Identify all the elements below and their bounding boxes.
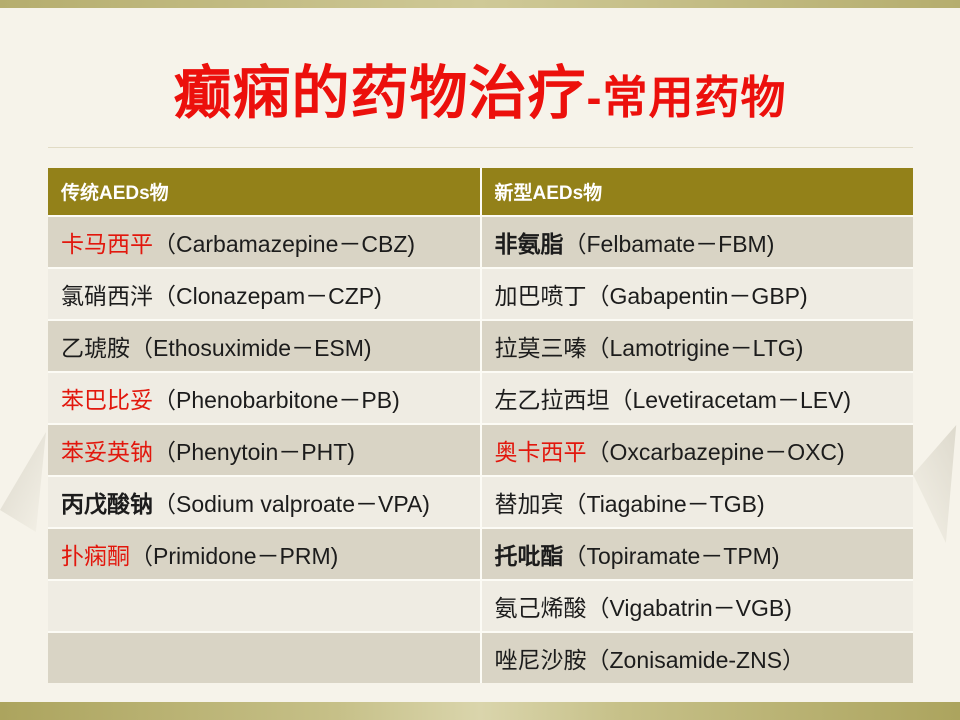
drug-name-en: （Vigabatrin－VGB) xyxy=(586,595,792,621)
table-cell: 拉莫三嗪 （Lamotrigine－LTG) xyxy=(481,321,913,371)
table-cell-empty xyxy=(48,633,480,683)
drug-name-cn: 非氨脂 xyxy=(494,231,564,257)
drug-name-en: （Phenobarbitone－PB) xyxy=(153,387,400,413)
table-cell: 乙琥胺 （Ethosuximide－ESM) xyxy=(48,321,480,371)
drug-name-en: （Oxcarbazepine－OXC) xyxy=(586,439,845,465)
drug-name-cn: 唑尼沙胺 xyxy=(494,647,587,673)
drug-name-en: （Levetiracetam－LEV) xyxy=(609,387,852,413)
drug-name-cn: 乙琥胺 xyxy=(61,335,130,361)
table-cell: 非氨脂 （Felbamate－FBM) xyxy=(481,217,913,267)
table-cell: 氯硝西泮 （Clonazepam－CZP) xyxy=(48,269,480,319)
table-cell: 加巴喷丁 （Gabapentin－GBP) xyxy=(481,269,913,319)
drug-name-en: （Ethosuximide－ESM) xyxy=(130,335,372,361)
column-header-new-aeds: 新型AEDs物 xyxy=(481,168,913,215)
drug-name-cn: 替加宾 xyxy=(494,491,564,517)
drug-name-cn: 氯硝西泮 xyxy=(61,283,153,309)
drug-name-en: （Zonisamide-ZNS） xyxy=(586,647,806,673)
table-cell: 苯巴比妥 （Phenobarbitone－PB) xyxy=(48,373,480,423)
table-cell: 唑尼沙胺 （Zonisamide-ZNS） xyxy=(481,633,913,683)
aed-drugs-table: 传统AEDs物 新型AEDs物 卡马西平 （Carbamazepine－CBZ) … xyxy=(48,168,913,683)
drug-name-cn: 氨己烯酸 xyxy=(494,595,587,621)
title-divider-line xyxy=(48,147,913,148)
table-cell: 卡马西平 （Carbamazepine－CBZ) xyxy=(48,217,480,267)
top-accent-band xyxy=(0,0,960,8)
slide-title-suffix: -常用药物 xyxy=(586,72,787,123)
column-header-traditional-aeds: 传统AEDs物 xyxy=(48,168,480,215)
drug-name-en: （Clonazepam－CZP) xyxy=(153,283,382,309)
table-cell: 氨己烯酸 （Vigabatrin－VGB) xyxy=(481,581,913,631)
drug-name-cn: 扑痫酮 xyxy=(61,543,130,569)
slide-title-main: 癫痫的药物治疗 xyxy=(173,61,587,126)
drug-name-cn: 奥卡西平 xyxy=(494,439,587,465)
drug-name-en: （Sodium valproate－VPA) xyxy=(153,491,430,517)
table-cell: 扑痫酮 （Primidone－PRM) xyxy=(48,529,480,579)
drug-name-en: （Primidone－PRM) xyxy=(130,543,339,569)
table-cell-empty xyxy=(48,581,480,631)
drug-name-en: （Phenytoin－PHT) xyxy=(153,439,355,465)
drug-name-cn: 卡马西平 xyxy=(61,231,153,257)
table-cell: 苯妥英钠 （Phenytoin－PHT) xyxy=(48,425,480,475)
drug-name-en: （Gabapentin－GBP) xyxy=(586,283,808,309)
table-cell: 替加宾 （Tiagabine－TGB) xyxy=(481,477,913,527)
slide-title: 癫痫的药物治疗-常用药物 xyxy=(0,46,960,130)
decorative-triangle-left xyxy=(0,432,46,532)
drug-name-en: （Lamotrigine－LTG) xyxy=(586,335,804,361)
table-cell: 奥卡西平 （Oxcarbazepine－OXC) xyxy=(481,425,913,475)
drug-name-cn: 托吡酯 xyxy=(494,543,564,569)
drug-name-en: （Felbamate－FBM) xyxy=(563,231,775,257)
drug-name-cn: 苯巴比妥 xyxy=(61,387,153,413)
drug-name-en: （Tiagabine－TGB) xyxy=(563,491,765,517)
drug-name-cn: 左乙拉西坦 xyxy=(494,387,610,413)
drug-name-cn: 苯妥英钠 xyxy=(61,439,153,465)
decorative-triangle-right xyxy=(913,425,957,543)
drug-name-en: （Carbamazepine－CBZ) xyxy=(153,231,416,257)
drug-name-cn: 丙戊酸钠 xyxy=(61,491,153,517)
drug-name-cn: 拉莫三嗪 xyxy=(494,335,587,361)
bottom-accent-band xyxy=(0,702,960,720)
drug-name-en: （Topiramate－TPM) xyxy=(563,543,780,569)
table-cell: 托吡酯 （Topiramate－TPM) xyxy=(481,529,913,579)
table-cell: 左乙拉西坦 （Levetiracetam－LEV) xyxy=(481,373,913,423)
drug-name-cn: 加巴喷丁 xyxy=(494,283,587,309)
table-cell: 丙戊酸钠 （Sodium valproate－VPA) xyxy=(48,477,480,527)
